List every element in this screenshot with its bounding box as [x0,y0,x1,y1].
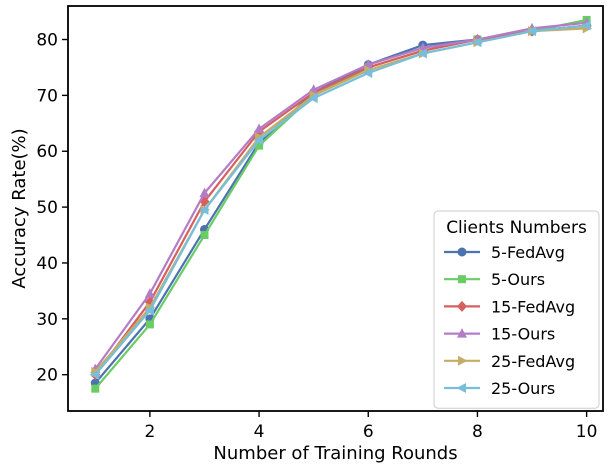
legend-label: 25-FedAvg [491,352,575,371]
data-point [145,320,154,329]
data-point [91,384,100,393]
series-line [94,24,587,376]
plot-frame [67,5,604,412]
legend-marker [456,383,466,393]
legend-box [433,210,600,409]
data-point [200,231,209,240]
legend-label: 5-FedAvg [491,243,565,262]
y-tick-label: 40 [36,254,58,274]
data-point [89,369,100,380]
x-axis-label: Number of Training Rounds [213,443,457,464]
data-point [526,26,537,37]
y-tick-label: 60 [36,142,58,162]
legend-marker [457,300,467,312]
legend-marker [457,247,467,257]
data-point [362,68,373,79]
legend-item: 15-FedAvg [444,297,575,316]
y-axis: 20 30 40 50 60 70 80 [36,31,68,386]
data-point [471,37,482,48]
x-tick-label: 6 [363,422,374,442]
y-tick-label: 80 [36,31,58,51]
x-tick-label: 2 [144,422,155,442]
legend-item: 25-Ours [444,379,555,398]
data-point [255,141,264,150]
data-point [253,135,264,146]
y-axis-label: Accuracy Rate(%) [9,128,30,288]
y-tick-label: 70 [36,86,58,106]
data-point [144,288,155,298]
legend-marker [458,355,468,366]
data-point [199,187,210,198]
data-point [581,20,591,31]
legend-marker [458,275,466,284]
legend-marker [457,328,467,338]
legend-item: 25-FedAvg [444,352,575,371]
data-point [254,123,265,133]
data-point [417,48,427,59]
data-point [198,204,209,215]
legend-title: Clients Numbers [446,218,587,238]
legend-label: 5-Ours [491,270,545,289]
legend-item: 15-Ours [444,325,555,344]
y-tick-label: 50 [36,198,58,218]
y-tick-label: 30 [36,310,58,330]
x-tick-label: 8 [472,422,483,442]
data-point [144,305,154,316]
legend-label: 15-Ours [491,325,555,344]
legend: Clients Numbers 5-FedAvg 5-Ours 15-FedAvg 1… [433,210,600,409]
series-line [94,21,587,370]
legend-item: 5-FedAvg [444,243,565,262]
series-layer [89,15,593,393]
legend-label: 25-Ours [491,379,555,398]
y-tick-label: 20 [36,366,58,386]
x-axis: 2 4 6 8 10 [144,411,597,442]
x-tick-label: 10 [576,422,598,442]
series-line [94,24,587,376]
legend-label: 15-FedAvg [491,297,575,316]
legend-item: 5-Ours [444,270,545,289]
series-25-Ours [89,20,591,380]
x-tick-label: 4 [254,422,265,442]
data-point [308,93,318,104]
